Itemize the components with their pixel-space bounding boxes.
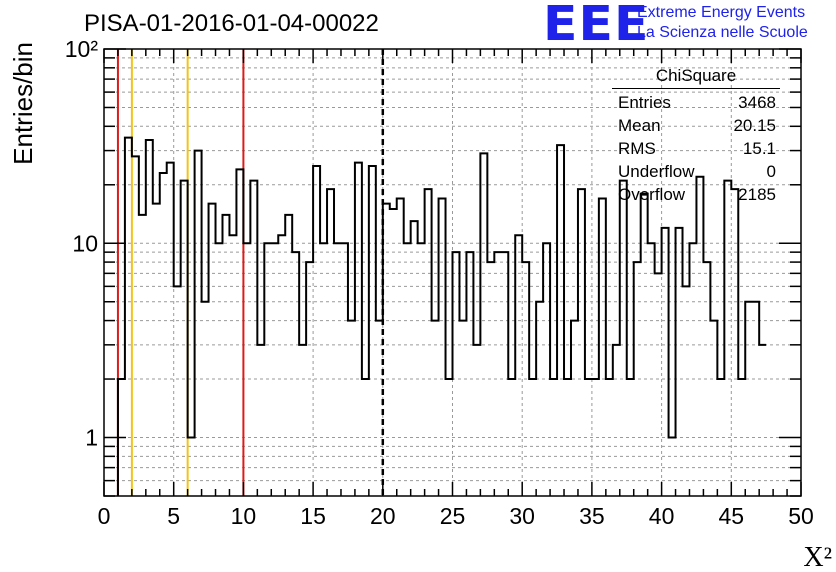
x-tick-label: 50: [788, 503, 814, 529]
stats-value: 15.1: [742, 139, 776, 158]
stats-title: ChiSquare: [612, 66, 780, 89]
y-tick-label: 1: [85, 425, 98, 451]
x-tick-label: 20: [370, 503, 396, 529]
stats-row-underflow: Underflow 0: [612, 160, 780, 183]
y-tick-label: 10²: [65, 36, 99, 62]
logo-line-2: La Scienza nelle Scuole: [637, 24, 808, 41]
stats-box: ChiSquare Entries 3468 Mean 20.15 RMS 15…: [612, 66, 780, 206]
x-tick-label: 30: [509, 503, 535, 529]
stats-value: 20.15: [733, 116, 776, 135]
stats-row-mean: Mean 20.15: [612, 114, 780, 137]
stats-label: Overflow: [618, 185, 686, 204]
stats-row-rms: RMS 15.1: [612, 137, 780, 160]
x-tick-label: 40: [649, 503, 675, 529]
x-tick-label: 25: [440, 503, 466, 529]
histogram-outline: [116, 136, 767, 496]
stats-label: RMS: [618, 139, 656, 158]
stats-label: Entries: [618, 93, 671, 112]
chart-title: PISA-01-2016-01-04-00022: [84, 10, 379, 37]
x-tick-label: 15: [300, 503, 326, 529]
x-tick-label: 45: [719, 503, 745, 529]
y-axis-label: Entries/bin: [8, 42, 38, 165]
stats-value: 3468: [738, 93, 776, 112]
y-tick-label: 10: [72, 230, 98, 256]
x-tick-label: 10: [231, 503, 257, 529]
eee-logo-mark: EEE: [543, 0, 650, 52]
x-tick-label: 5: [167, 503, 180, 529]
stats-label: Mean: [618, 116, 661, 135]
x-tick-label: 0: [98, 503, 111, 529]
x-axis-label: X²: [803, 542, 832, 572]
stats-row-overflow: Overflow 2185: [612, 183, 780, 206]
logo-line-1: Extreme Energy Events: [637, 4, 806, 21]
x-tick-label: 35: [579, 503, 605, 529]
stats-value: 2185: [738, 185, 776, 204]
stats-label: Underflow: [618, 162, 695, 181]
stats-value: 0: [766, 162, 776, 181]
stats-row-entries: Entries 3468: [612, 91, 780, 114]
